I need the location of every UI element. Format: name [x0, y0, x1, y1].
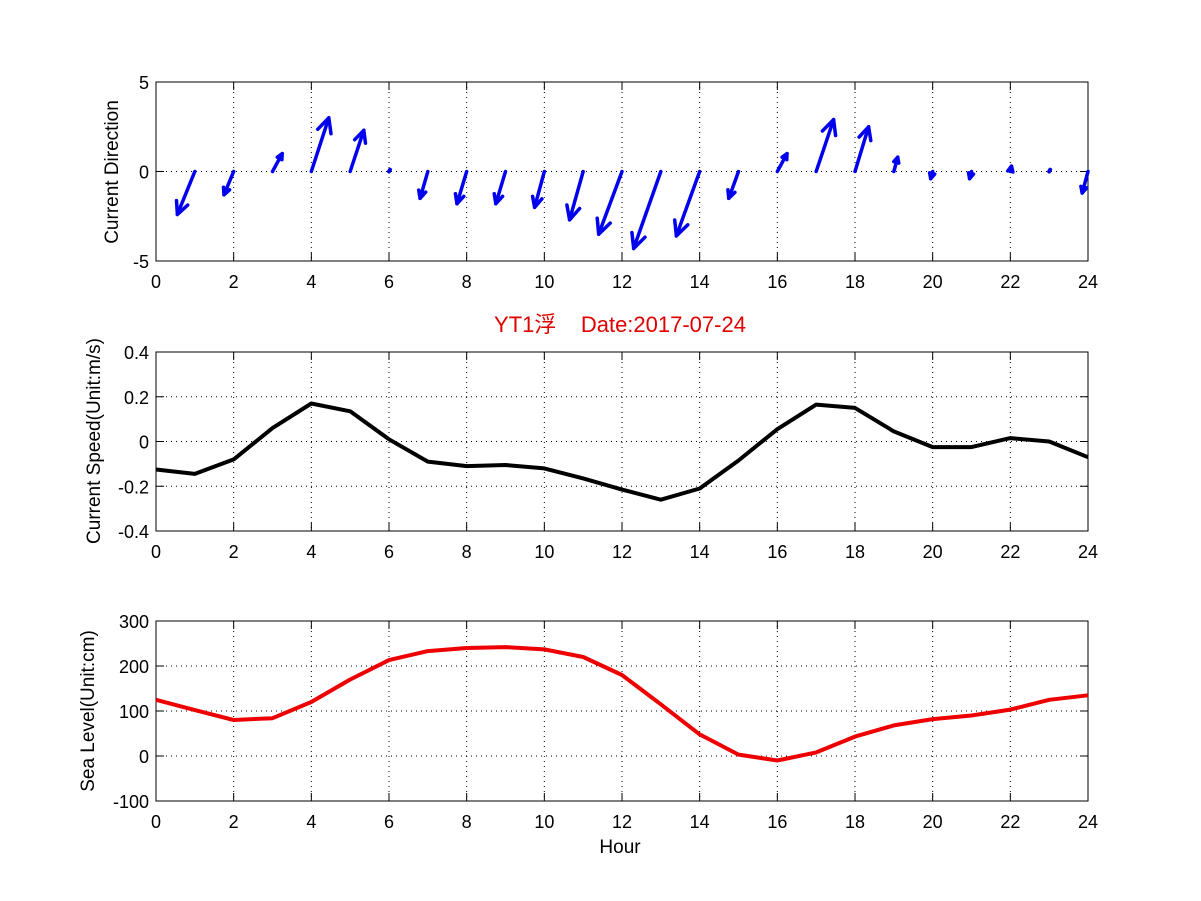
x-tick-label: 16	[767, 812, 787, 832]
quiver-arrow	[672, 169, 702, 238]
y-tick-label: 0	[139, 163, 149, 183]
x-tick-label: 16	[767, 542, 787, 562]
x-tick-label: 6	[384, 812, 394, 832]
quiver-arrow	[309, 116, 333, 174]
x-tick-label: 24	[1078, 542, 1098, 562]
quiver-arrow	[174, 169, 197, 217]
quiver-arrow	[726, 169, 741, 201]
x-tick-label: 10	[534, 272, 554, 292]
x-tick-label: 2	[229, 542, 239, 562]
x-tick-label: 10	[534, 812, 554, 832]
x-tick-label: 16	[767, 272, 787, 292]
x-tick-label: 2	[229, 272, 239, 292]
x-tick-label: 10	[534, 542, 554, 562]
y-axis-label: Current Direction	[102, 100, 123, 244]
x-tick-label: 22	[1000, 812, 1020, 832]
x-tick-label: 14	[690, 812, 710, 832]
x-tick-label: 6	[384, 272, 394, 292]
x-tick-label: 8	[462, 272, 472, 292]
x-tick-label: 4	[306, 272, 316, 292]
y-tick-label: 0.2	[124, 388, 149, 408]
y-tick-label: -5	[133, 252, 149, 272]
quiver-arrow	[814, 117, 838, 174]
x-tick-label: 18	[845, 812, 865, 832]
x-tick-label: 20	[923, 542, 943, 562]
x-tick-label: 0	[151, 812, 161, 832]
y-tick-label: 300	[119, 612, 149, 632]
x-tick-label: 20	[923, 272, 943, 292]
y-tick-label: -0.2	[118, 477, 149, 497]
quiver-arrow	[775, 151, 789, 174]
y-tick-label: 0.4	[124, 343, 149, 363]
y-axis-label: Current Speed(Unit:m/s)	[84, 338, 105, 544]
quiver-arrow	[530, 169, 547, 210]
x-tick-label: 24	[1078, 272, 1098, 292]
quiver-arrow	[1047, 167, 1053, 174]
subplot-2: 0 2 4 6 8 10 12 14 16 18 20 22 240.40.20-0.2-0.4Curr…	[84, 338, 1098, 562]
x-tick-label: 14	[690, 542, 710, 562]
x-axis-label: Hour	[599, 837, 641, 858]
quiver-arrow	[221, 169, 236, 197]
quiver-arrow	[630, 169, 663, 251]
x-tick-label: 4	[306, 542, 316, 562]
series-line	[155, 645, 1089, 763]
quiver-arrow	[595, 169, 624, 236]
x-tick-label: 20	[923, 812, 943, 832]
quiver-arrow	[565, 169, 585, 222]
quiver-arrow	[966, 169, 976, 181]
x-tick-label: 8	[462, 542, 472, 562]
x-tick-label: 0	[151, 272, 161, 292]
quiver-arrow	[387, 167, 392, 174]
quiver-arrow	[416, 169, 430, 201]
y-tick-label: -100	[113, 792, 149, 812]
y-tick-label: -0.4	[118, 522, 149, 542]
quiver-arrow	[453, 169, 469, 206]
x-tick-label: 24	[1078, 812, 1098, 832]
quiver-arrow	[492, 169, 508, 206]
quiver-arrow	[892, 155, 901, 174]
quiver-arrow	[348, 128, 368, 174]
y-axis-label: Sea Level(Unit:cm)	[78, 630, 99, 792]
x-tick-label: 6	[384, 542, 394, 562]
y-tick-label: 0	[139, 747, 149, 767]
x-tick-label: 0	[151, 542, 161, 562]
quiver-arrow	[1006, 164, 1015, 174]
quiver-arrow	[270, 151, 284, 174]
y-tick-label: 0	[139, 433, 149, 453]
x-tick-label: 12	[612, 542, 632, 562]
y-tick-label: 100	[119, 702, 149, 722]
x-tick-label: 22	[1000, 272, 1020, 292]
x-tick-label: 8	[462, 812, 472, 832]
x-tick-label: 18	[845, 542, 865, 562]
x-tick-label: 4	[306, 812, 316, 832]
quiver-arrow	[853, 125, 873, 174]
x-tick-label: 14	[690, 272, 710, 292]
x-tick-label: 12	[612, 812, 632, 832]
y-tick-label: 5	[139, 73, 149, 93]
x-tick-label: 12	[612, 272, 632, 292]
x-tick-label: 2	[229, 812, 239, 832]
quiver-arrow	[927, 169, 937, 181]
quiver-arrow	[1079, 169, 1090, 195]
x-tick-label: 22	[1000, 542, 1020, 562]
y-tick-label: 200	[119, 657, 149, 677]
x-tick-label: 18	[845, 272, 865, 292]
figure-title: YT1浮 Date:2017-07-24	[494, 312, 746, 337]
